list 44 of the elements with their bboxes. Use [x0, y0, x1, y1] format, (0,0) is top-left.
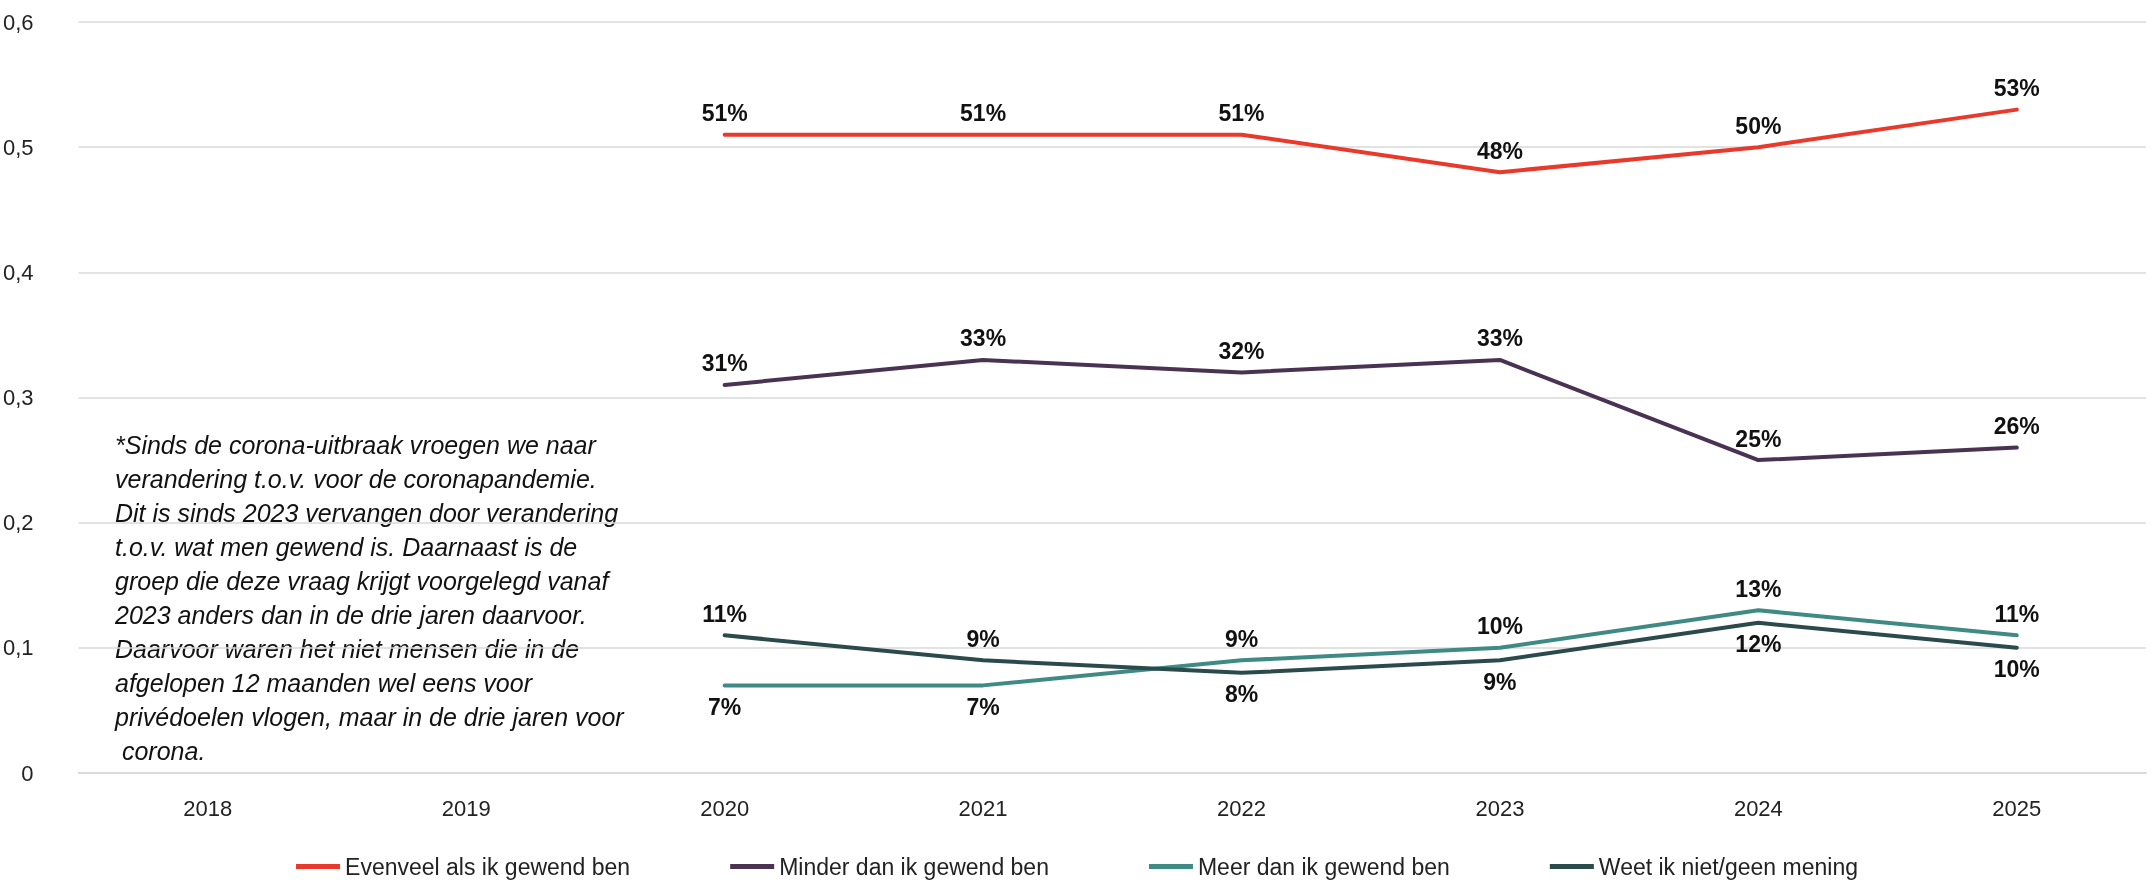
data-label: 11% [702, 600, 748, 627]
y-tick-label: 0,1 [2, 635, 34, 661]
data-label: 10% [1993, 656, 2040, 683]
data-label: 33% [960, 325, 1007, 352]
x-tick-label: 2019 [441, 795, 491, 821]
data-label: 31% [701, 350, 748, 377]
data-label: 33% [1476, 325, 1523, 352]
x-tick-label: 2021 [958, 795, 1008, 821]
legend-label: Meer dan ik gewend ben [1197, 853, 1450, 880]
x-tick-label: 2018 [183, 795, 233, 821]
legend-label: Evenveel als ik gewend ben [345, 853, 631, 880]
data-label: 9% [966, 625, 1000, 652]
y-tick-label: 0,3 [2, 385, 34, 410]
data-label: 50% [1735, 112, 1782, 139]
text: *Sinds de corona-uitbraak vroegen we naar verandering t.o.v. voor de coronapandemie. Dit is sinds 2023 vervangen door verandering t.o.v. wat men gewend is. Daarnaast is de groep die deze vraag krijgt voorgelegd vanaf 2023 anders dan in de drie jaren daarvoor. Daarvoor waren het niet mensen die in de afgelopen 12 maanden wel eens voor privédoelen vlogen, maar in de drie jaren voor corona. [115, 431, 624, 765]
data-label: 11% [1994, 600, 2040, 627]
data-label: 9% [1224, 625, 1259, 652]
data-label: 48% [1476, 137, 1523, 164]
data-label: 7% [966, 693, 1000, 720]
data-label: 51% [1218, 100, 1265, 127]
x-tick-label: 2024 [1733, 795, 1783, 821]
data-label: 51% [960, 100, 1007, 127]
data-label: 26% [1993, 413, 2040, 440]
x-tick-label: 2022 [1217, 795, 1266, 821]
data-label: 25% [1735, 425, 1782, 452]
y-tick-label: 0,6 [2, 9, 34, 35]
y-tick-label: 0 [21, 760, 34, 786]
x-tick-label: 2020 [700, 795, 750, 821]
x-tick-label: 2025 [1992, 795, 2042, 821]
data-label: 10% [1476, 613, 1523, 640]
y-tick-label: 0,4 [2, 259, 34, 285]
data-label: 12% [1735, 631, 1782, 658]
data-label: 32% [1218, 337, 1265, 364]
data-label: 7% [708, 693, 742, 720]
legend-label: Minder dan ik gewend ben [779, 853, 1049, 880]
data-label: 9% [1483, 668, 1517, 695]
legend-label: Weet ik niet/geen mening [1598, 853, 1858, 880]
data-label: 53% [1993, 75, 2040, 102]
data-label: 51% [701, 100, 748, 127]
data-label: 8% [1224, 681, 1259, 708]
data-label: 13% [1735, 575, 1782, 602]
y-tick-label: 0,5 [2, 134, 34, 160]
x-tick-label: 2023 [1475, 795, 1525, 821]
y-tick-label: 0,2 [2, 510, 34, 536]
